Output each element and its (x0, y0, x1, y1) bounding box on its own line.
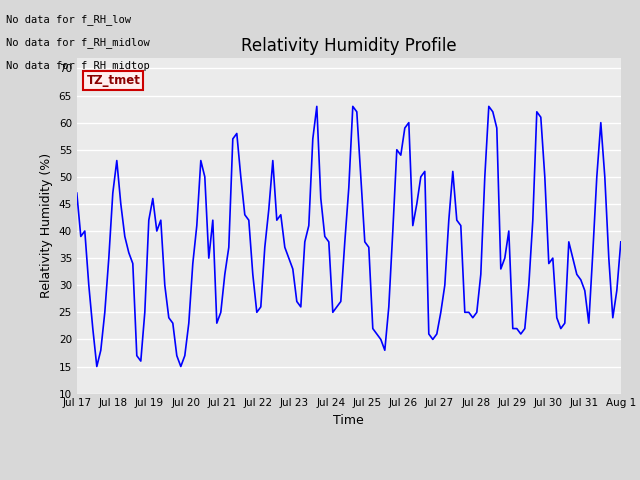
Title: Relativity Humidity Profile: Relativity Humidity Profile (241, 36, 456, 55)
Text: No data for f_RH_midtop: No data for f_RH_midtop (6, 60, 150, 72)
Text: TZ_tmet: TZ_tmet (86, 74, 140, 87)
Text: No data for f_RH_midlow: No data for f_RH_midlow (6, 37, 150, 48)
X-axis label: Time: Time (333, 414, 364, 427)
Text: No data for f_RH_low: No data for f_RH_low (6, 14, 131, 25)
Y-axis label: Relativity Humidity (%): Relativity Humidity (%) (40, 153, 53, 298)
